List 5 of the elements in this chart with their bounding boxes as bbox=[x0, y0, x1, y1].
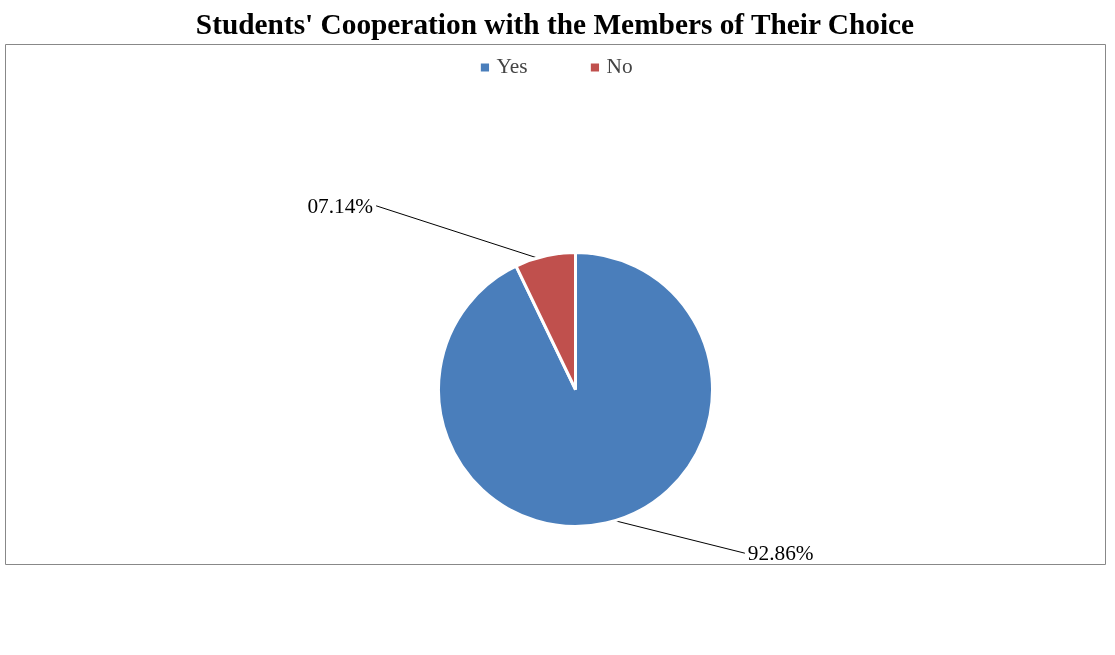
legend-label: No bbox=[606, 54, 633, 79]
data-label: 07.14% bbox=[307, 193, 374, 218]
legend-label: Yes bbox=[496, 54, 528, 79]
data-label: 92.86% bbox=[747, 541, 814, 566]
chart-title: Students' Cooperation with the Members of Their Choice bbox=[195, 7, 915, 40]
